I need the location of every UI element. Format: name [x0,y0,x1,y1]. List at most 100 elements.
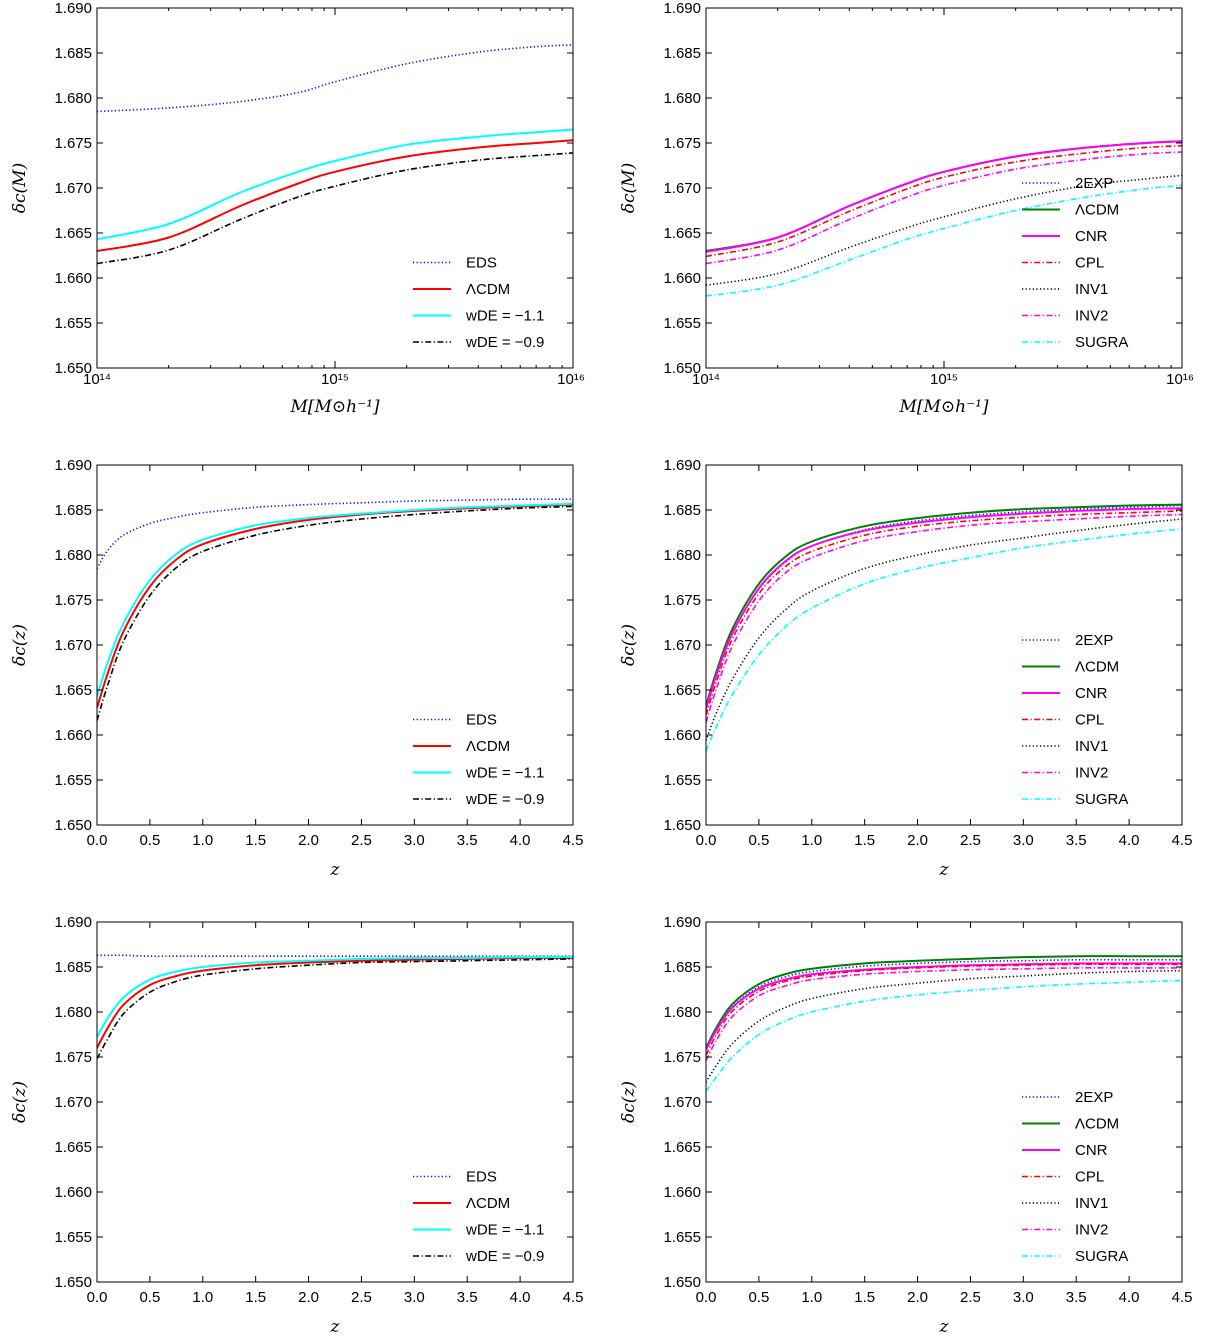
y-tick-label: 1.690 [663,0,701,17]
y-tick-label: 1.650 [54,1274,92,1291]
y-tick-label: 1.650 [54,817,92,834]
y-tick-label: 1.680 [663,90,701,107]
legend-label: ΛCDM [1075,202,1119,219]
y-tick-label: 1.660 [663,727,701,744]
y-tick-label: 1.670 [54,180,92,197]
legend-label: INV2 [1075,1222,1108,1239]
y-tick-label: 1.670 [663,180,701,197]
series-line-4 [706,174,1182,286]
series-group [97,498,573,721]
y-tick-label: 1.685 [663,502,701,519]
y-tick-label: 1.675 [663,1049,701,1066]
series-group [97,44,573,265]
x-axis-label: z [939,1317,950,1337]
series-line-4 [706,518,1182,741]
series-line-1 [706,503,1182,707]
series-line-3 [706,510,1182,716]
legend-label: ΛCDM [1075,659,1119,676]
legend: EDS ΛCDM wDE = −1.1 wDE = −0.9 [413,1169,544,1265]
y-tick-label: 1.665 [663,1139,701,1156]
y-tick-label: 1.675 [663,592,701,609]
y-tick-label: 1.685 [54,959,92,976]
x-tick-label: 4.5 [1172,1289,1193,1306]
legend-label: SUGRA [1075,791,1128,808]
legend-label: EDS [466,255,497,272]
series-line-3 [706,963,1182,1056]
series-line-6 [706,184,1182,297]
legend: 2EXP ΛCDM CNR CPL INV1 INV2 SUGRA [1022,1089,1128,1265]
series-line-0 [706,140,1182,252]
x-tick-label: 1.0 [801,1289,822,1306]
series-line-5 [706,967,1182,1061]
legend-label: wDE = −1.1 [465,765,544,782]
y-tick-label: 1.685 [663,959,701,976]
x-tick-label: 0.0 [87,1289,108,1306]
y-tick-label: 1.685 [54,45,92,62]
x-tick-label: 3.0 [1013,832,1034,849]
x-tick-label: 0.0 [87,832,108,849]
x-tick-label: 1.5 [245,1289,266,1306]
x-tick-label: 2.0 [907,1289,928,1306]
x-tick-label: 0.5 [748,1289,769,1306]
y-tick-label: 1.655 [663,772,701,789]
y-tick-label: 1.660 [54,727,92,744]
x-axis-label: z [330,1317,341,1337]
series-line-2 [97,502,573,697]
series-line-0 [706,958,1182,1051]
legend-label: wDE = −1.1 [465,308,544,325]
y-tick-label: 1.665 [663,682,701,699]
x-tick-label: 10¹⁶ [557,371,585,388]
series-line-2 [706,962,1182,1051]
series-line-6 [706,528,1182,752]
legend-label: CPL [1075,712,1104,729]
x-tick-label: 3.5 [1066,1289,1087,1306]
x-tick-label: 4.0 [510,1289,531,1306]
series-line-2 [706,140,1182,253]
series-line-2 [97,128,573,241]
y-axis-label: δc(z) [619,1081,639,1123]
y-tick-label: 1.685 [54,502,92,519]
y-tick-label: 1.650 [54,360,92,377]
x-tick-label: 4.0 [510,832,531,849]
x-tick-label: 0.5 [748,832,769,849]
x-tick-label: 1.5 [854,832,875,849]
legend-label: INV1 [1075,1195,1108,1212]
y-tick-label: 1.675 [54,592,92,609]
y-tick-label: 1.680 [54,1004,92,1021]
legend-label: 2EXP [1075,175,1113,192]
y-tick-label: 1.660 [54,270,92,287]
series-line-3 [97,958,573,1060]
panel-redshift-left-bottom: 1.650 1.655 1.660 1.665 1.670 1.675 1.680 1.685… [10,914,583,1337]
panel-redshift-left-middle: 1.650 1.655 1.660 1.665 1.670 1.675 1.680 1.685… [10,457,583,880]
y-tick-label: 1.665 [54,225,92,242]
panel-redshift-right-middle: 1.650 1.655 1.660 1.665 1.670 1.675 1.680 1.685… [619,457,1192,880]
x-tick-label: 1.0 [192,1289,213,1306]
y-axis-label: δc(z) [619,624,639,666]
legend-label: EDS [466,712,497,729]
series-line-0 [97,44,573,113]
y-tick-label: 1.675 [663,135,701,152]
panel-redshift-right-bottom: 1.650 1.655 1.660 1.665 1.670 1.675 1.680 1.685… [619,914,1192,1337]
y-tick-label: 1.690 [663,914,701,931]
x-tick-label: 0.0 [696,1289,717,1306]
y-tick-label: 1.680 [663,1004,701,1021]
series-line-0 [97,954,573,958]
series-line-3 [97,152,573,265]
legend-label: CNR [1075,1142,1108,1159]
legend-label: CNR [1075,228,1108,245]
legend-label: wDE = −0.9 [465,791,544,808]
series-group [706,503,1182,752]
y-tick-label: 1.655 [54,1229,92,1246]
series-group [706,140,1182,297]
y-tick-label: 1.670 [663,637,701,654]
y-tick-label: 1.665 [54,1139,92,1156]
x-tick-label: 2.5 [960,1289,981,1306]
x-tick-label: 2.5 [351,832,372,849]
legend-label: ΛCDM [1075,1116,1119,1133]
x-tick-label: 1.5 [245,832,266,849]
y-tick-label: 1.690 [54,457,92,474]
legend-label: wDE = −0.9 [465,334,544,351]
y-tick-label: 1.680 [663,547,701,564]
y-tick-label: 1.660 [54,1184,92,1201]
legend-label: INV2 [1075,765,1108,782]
